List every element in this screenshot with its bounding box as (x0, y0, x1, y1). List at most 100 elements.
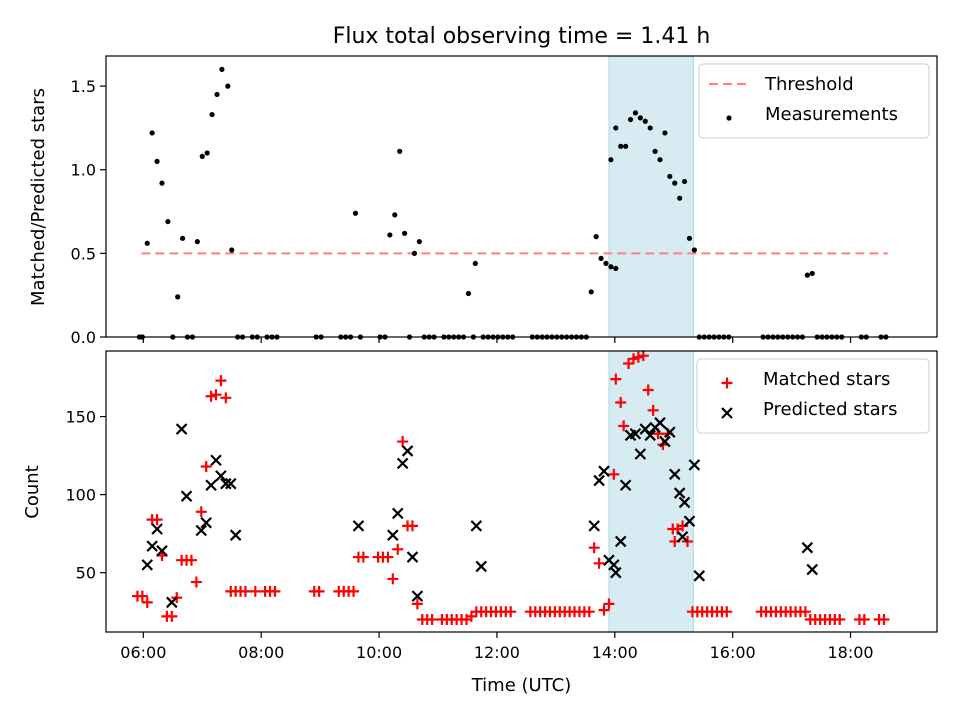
matched-stars-point (313, 585, 325, 597)
matched-stars-point (397, 436, 409, 448)
ratio-y-ticks: 0.0 0.5 1.0 1.5 (71, 77, 106, 347)
matched-stars-point (721, 606, 733, 618)
predicted-stars-point (352, 520, 365, 532)
y-tick-label: 1.5 (71, 77, 96, 96)
matched-stars-point (220, 392, 232, 404)
measurement-point (608, 264, 614, 270)
predicted-stars-point (629, 427, 642, 440)
predicted-stars-point (678, 496, 691, 509)
predicted-stars-point (156, 545, 168, 557)
matched-stars-point (598, 604, 610, 616)
matched-stars-point (608, 468, 620, 480)
count-legend: Matched stars Predicted stars (696, 358, 930, 434)
measurement-point (225, 83, 231, 89)
matched-stars-point (239, 585, 251, 597)
measurement-point (657, 157, 663, 163)
legend-matched-swatch (721, 377, 733, 389)
predicted-stars-point (634, 448, 647, 460)
measurement-point (637, 115, 643, 121)
count-x-ticks: 06:00 08:00 10:00 12:00 14:00 16:00 18:00 (120, 632, 874, 662)
measurement-point (402, 230, 408, 236)
measurement-point (623, 143, 629, 149)
legend-measurements-swatch (726, 115, 732, 121)
x-tick-label: 08:00 (238, 643, 284, 662)
measurement-point (667, 173, 673, 180)
predicted-stars-point (688, 459, 701, 471)
y-tick-label: 50 (76, 564, 96, 583)
predicted-stars-point (229, 529, 242, 541)
matched-stars-point (426, 614, 438, 626)
matched-stars-point (269, 585, 281, 597)
matched-stars-point (357, 551, 369, 563)
predicted-stars-point (195, 524, 208, 537)
measurement-point (219, 66, 225, 72)
measurement-point (229, 247, 235, 253)
measurement-point (387, 232, 393, 238)
predicted-stars-point (619, 479, 632, 492)
y-tick-label: 1.0 (71, 161, 96, 180)
predicted-stars-point (644, 429, 656, 442)
ratio-x-ticks (142, 337, 852, 343)
measurement-point (199, 153, 205, 159)
measurement-point (175, 294, 181, 300)
predicted-stars-point (470, 520, 483, 532)
measurement-point (598, 255, 604, 261)
matched-stars-point (610, 373, 622, 385)
matched-stars-point (392, 543, 404, 555)
matched-stars-point (834, 614, 846, 626)
predicted-stars-point (475, 560, 488, 573)
matched-stars-point (200, 461, 212, 473)
matched-stars-point (166, 610, 178, 622)
matched-stars-point (190, 576, 202, 588)
measurement-point (165, 218, 171, 225)
measurement-point (593, 234, 599, 240)
matched-stars-point (195, 506, 207, 518)
matched-stars-point (618, 420, 630, 432)
matched-stars-point (387, 573, 399, 585)
matched-stars-point (647, 404, 659, 416)
measurement-point (686, 235, 693, 241)
ratio-legend: Threshold Measurements (698, 63, 930, 139)
count-panel: 50 100 150 06:00 08:00 10:00 12:00 14:00 16:00 1… (22, 350, 938, 662)
measurement-point (642, 118, 648, 124)
matched-stars-point (151, 514, 163, 526)
measurement-point (647, 125, 653, 131)
predicted-stars-point (598, 465, 610, 477)
x-tick-label: 14:00 (592, 643, 638, 662)
predicted-stars-point (205, 479, 217, 492)
measurement-point (652, 148, 658, 154)
measurement-point (588, 289, 594, 295)
predicted-stars-point (146, 540, 158, 552)
predicted-stars-point (588, 520, 600, 532)
predicted-stars-point (659, 435, 671, 448)
measurement-point (180, 235, 186, 241)
measurement-point (416, 239, 422, 245)
x-tick-label: 18:00 (828, 643, 874, 662)
predicted-stars-point (224, 477, 237, 490)
measurement-point (209, 111, 215, 118)
matched-stars-point (382, 551, 394, 563)
predicted-stars-point (683, 515, 696, 527)
measurement-point (691, 247, 697, 253)
predicted-stars-point (200, 516, 212, 529)
matched-stars-point (615, 397, 627, 409)
matched-stars-point (637, 350, 649, 362)
matched-stars-point (505, 606, 517, 618)
measurement-point (627, 116, 634, 123)
legend-box (698, 63, 930, 139)
count-points (131, 350, 890, 626)
measurement-point (397, 148, 403, 154)
matched-stars-point (632, 351, 644, 363)
legend-label: Measurements (765, 104, 898, 125)
measurement-point (662, 130, 668, 136)
predicted-stars-point (593, 474, 605, 487)
predicted-stars-point (693, 570, 706, 582)
legend-box (696, 358, 930, 434)
predicted-stars-point (166, 596, 178, 609)
predicted-stars-point (614, 535, 627, 548)
measurement-point (204, 150, 210, 156)
measurement-point (144, 240, 150, 246)
matched-stars-point (141, 596, 153, 608)
measurement-point (613, 125, 619, 131)
